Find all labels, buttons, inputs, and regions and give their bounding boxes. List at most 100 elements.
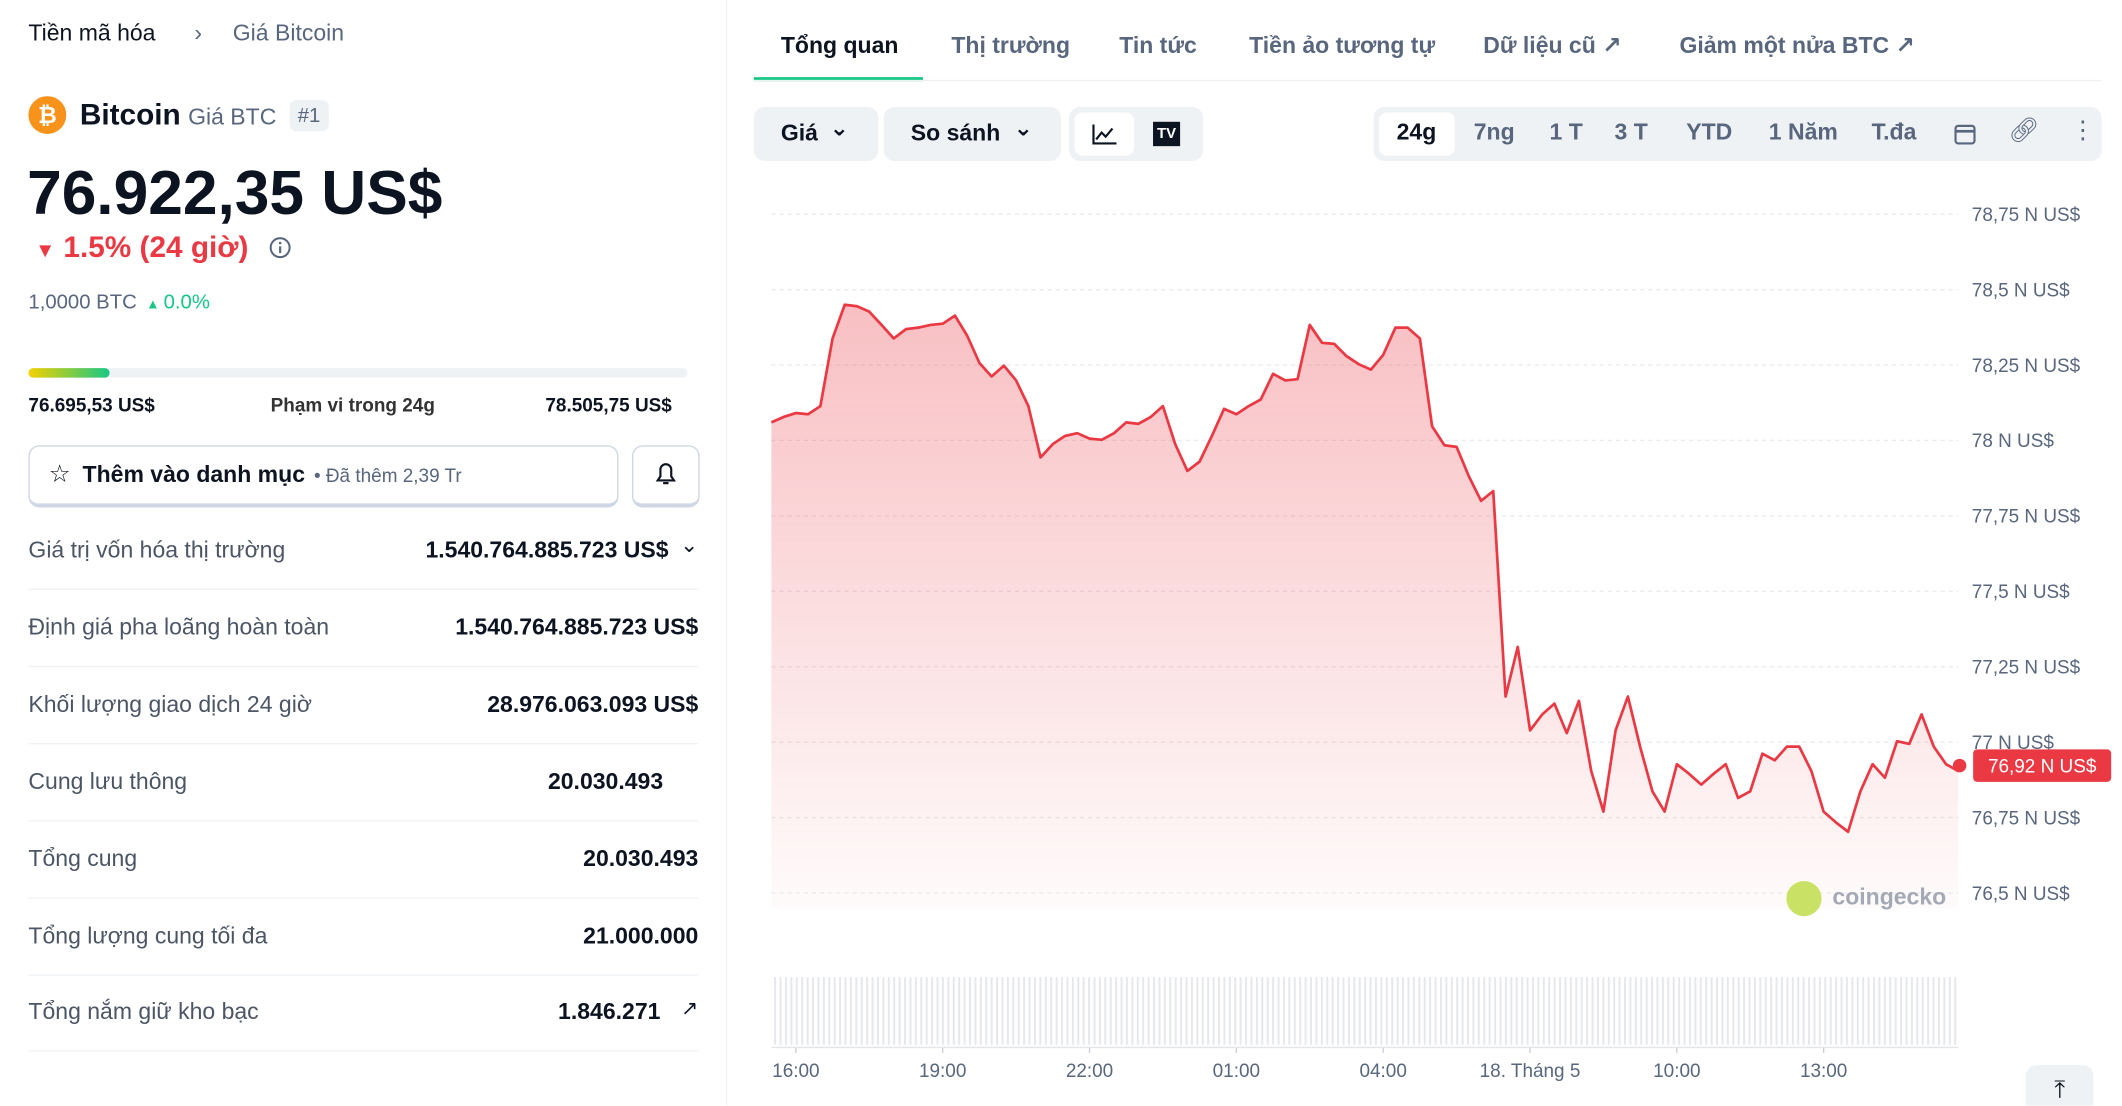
x-tick-label: 18. Tháng 5 <box>1480 1061 1581 1082</box>
range-fill <box>28 368 110 378</box>
stat-row: Giá trị vốn hóa thị trường 1.540.764.885.… <box>28 513 699 591</box>
change: ▼ 1.5% (24 giờ) <box>35 230 249 264</box>
stat-value: 28.976.063.093 US$ <box>487 691 699 718</box>
rank: #1 <box>289 100 329 132</box>
range-option[interactable]: 1 Năm <box>1768 119 1838 145</box>
tab[interactable]: Dữ liệu cũ ↗ <box>1483 32 1622 59</box>
alert-button[interactable] <box>632 445 700 508</box>
stat-label: Tổng cung <box>28 845 138 872</box>
more-icon[interactable]: ⋮ <box>2070 116 2095 144</box>
compare-dropdown[interactable]: So sánh ⌄ <box>883 106 1062 162</box>
current-dot <box>1952 758 1967 773</box>
x-tick-label: 10:00 <box>1653 1061 1700 1082</box>
price-area <box>771 304 1959 909</box>
stat-label: Giá trị vốn hóa thị trường <box>28 537 286 563</box>
tab[interactable]: Giảm một nửa BTC ↗ <box>1679 32 1915 59</box>
breadcrumb-link[interactable]: Tiền mã hóa <box>28 20 156 47</box>
x-tick-label: 22:00 <box>1066 1061 1113 1082</box>
range-option[interactable]: T.đa <box>1871 119 1917 145</box>
line-chart-button[interactable] <box>1074 112 1135 156</box>
current-label: 76,92 N US$ <box>1988 756 2097 777</box>
stat-value: 21.000.000 <box>583 922 699 949</box>
stat-label: Tổng lượng cung tối đa <box>28 922 268 949</box>
volume-bars <box>771 977 1959 1045</box>
range-option[interactable]: 7ng <box>1473 119 1515 145</box>
btc-price: 1,0000 BTC <box>28 290 137 314</box>
tradingview-button[interactable]: TV <box>1153 121 1181 147</box>
x-tick-label: 19:00 <box>919 1061 966 1082</box>
link-icon[interactable]: ↗ <box>681 997 699 1021</box>
chevron: ⌄ <box>829 115 849 141</box>
y-tick-label: 78,25 N US$ <box>1972 356 2081 377</box>
range-selector <box>1373 106 2102 162</box>
calendar-icon[interactable] <box>1953 122 1977 146</box>
star-icon: ☆ <box>48 460 71 488</box>
current-tag <box>1973 749 2112 782</box>
stat-value: 1.540.764.885.723 US$ <box>425 537 669 563</box>
info-icon[interactable] <box>269 237 291 259</box>
bell-icon <box>655 463 676 485</box>
x-tick-label: 13:00 <box>1800 1061 1847 1082</box>
range-low: 76.695,53 US$ <box>28 393 155 416</box>
range-option[interactable]: 24g <box>1396 119 1437 145</box>
watermark: coingecko <box>1786 881 1947 917</box>
stat-row: Khối lượng giao dịch 24 giờ 28.976.063.09… <box>28 667 699 745</box>
watchlist-text: Thêm vào danh mục <box>82 461 306 488</box>
y-tick-label: 77,75 N US$ <box>1972 507 2081 528</box>
tab-border <box>753 79 2102 82</box>
stat-label: Định giá pha loãng hoàn toàn <box>28 614 330 641</box>
stat-value: 20.030.493 <box>583 845 699 872</box>
stat-value: 1.846.271 <box>558 998 661 1025</box>
range-bar <box>28 368 688 378</box>
tab-text: Giảm một nửa BTC <box>1679 32 1890 59</box>
svg-text:₿: ₿ <box>38 102 57 128</box>
range-option[interactable]: 1 T <box>1549 119 1583 145</box>
range-option[interactable]: 3 T <box>1614 119 1648 145</box>
price-line <box>770 303 1959 834</box>
range-label: Phạm vi trong 24g <box>270 393 435 416</box>
btc-change: ▲ 0.0% <box>146 290 210 314</box>
tab[interactable]: Tiền ảo tương tự <box>1249 32 1436 59</box>
y-tick-label: 78,5 N US$ <box>1972 280 2070 301</box>
stat-label: Tổng nắm giữ kho bạc <box>28 998 259 1025</box>
stat-label: Khối lượng giao dịch 24 giờ <box>28 691 312 718</box>
x-tick-label: 16:00 <box>772 1061 819 1082</box>
watermark-text: coingecko <box>1832 884 1947 911</box>
breadcrumb-current: Giá Bitcoin <box>232 20 345 47</box>
change-text: 1.5% (24 giờ) <box>63 230 249 264</box>
tab[interactable]: Tin tức <box>1119 32 1197 59</box>
y-tick-label: 78,75 N US$ <box>1972 205 2081 226</box>
y-tick-label: 77,5 N US$ <box>1972 582 2070 603</box>
chart-type: TV <box>1069 106 1204 162</box>
range-active <box>1379 112 1455 156</box>
watchlist-count: • Đã thêm 2,39 Tr <box>313 464 462 486</box>
dropdown-text: Giá <box>780 120 818 147</box>
coin-symbol: Giá BTC <box>188 104 277 130</box>
x-tick-label: 01:00 <box>1213 1061 1260 1082</box>
stat-row: Định giá pha loãng hoàn toàn 1.540.764.88… <box>28 590 699 668</box>
stat-label: Cung lưu thông <box>28 768 188 795</box>
chevron: ⌄ <box>1013 115 1033 141</box>
breadcrumb-sep: › <box>194 20 203 47</box>
tab-text: Dữ liệu cũ <box>1483 32 1596 59</box>
tab[interactable]: Tổng quan <box>780 32 899 59</box>
stat-value: 1.540.764.885.723 US$ <box>455 614 699 641</box>
dropdown-text: So sánh <box>910 120 1001 147</box>
scroll-top-button[interactable]: ⤒ <box>2025 1065 2094 1106</box>
tab[interactable]: Thị trường <box>951 32 1071 59</box>
expand-icon[interactable]: ⌄ <box>680 534 699 558</box>
coin-name: Bitcoin <box>79 97 181 132</box>
btc-icon: ₿ <box>28 96 67 134</box>
price: 76.922,35 US$ <box>27 156 443 228</box>
y-tick-label: 77,25 N US$ <box>1972 658 2081 679</box>
price-dropdown[interactable]: Giá ⌄ <box>753 106 879 162</box>
range-high: 78.505,75 US$ <box>545 393 672 416</box>
watchlist-button[interactable]: ☆ Thêm vào danh mục • Đã thêm 2,39 Tr <box>28 445 619 508</box>
stat-row: Tổng cung 20.030.493 <box>28 821 699 899</box>
breadcrumb: Tiền mã hóa › Giá Bitcoin <box>28 20 344 47</box>
range-option[interactable]: YTD <box>1686 119 1733 145</box>
stat-row: Tổng nắm giữ kho bạc 1.846.271 ↗ <box>28 974 699 1052</box>
link-icon[interactable]: 🔗︎ <box>2008 116 2040 144</box>
